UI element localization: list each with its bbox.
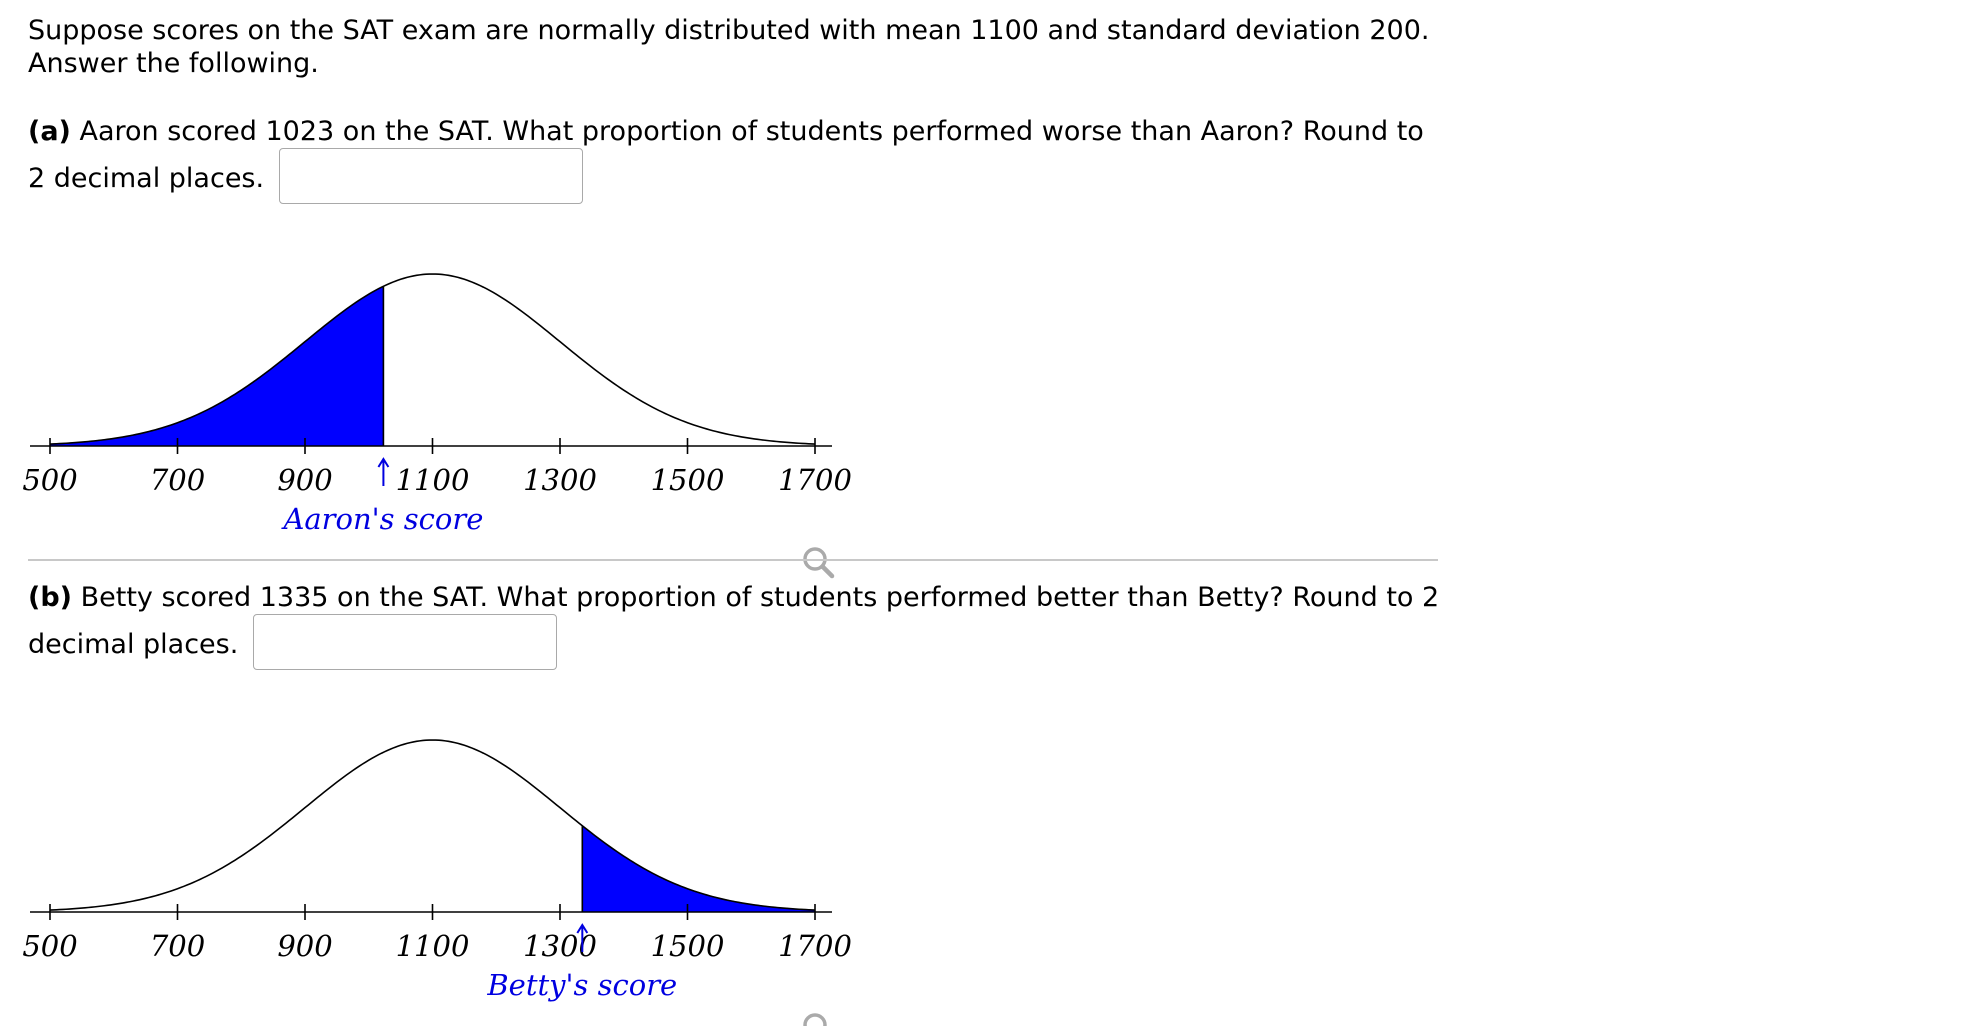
x-tick-label: 500 (22, 463, 77, 497)
x-tick-label: 1300 (523, 929, 597, 963)
question-a-text: Aaron scored 1023 on the SAT. What propo… (28, 116, 1424, 194)
arrow-up-icon (576, 923, 589, 952)
normal-curve (49, 273, 816, 445)
section-divider (28, 559, 1438, 561)
magnifier-icon[interactable] (803, 1013, 832, 1026)
problem-intro: Suppose scores on the SAT exam are norma… (28, 14, 1448, 80)
x-tick-label: 1300 (523, 463, 597, 497)
x-tick-label: 1500 (651, 463, 725, 497)
score-marker: Betty's score (486, 923, 677, 1002)
x-tick-label: 1700 (778, 929, 852, 963)
x-tick-label: 900 (277, 929, 332, 963)
score-label: Betty's score (486, 968, 677, 1002)
x-tick-label: 900 (277, 463, 332, 497)
intro-line-2: Answer the following. (28, 48, 319, 79)
question-a: (a) Aaron scored 1023 on the SAT. What p… (28, 108, 1448, 204)
question-b-label: (b) (28, 582, 73, 613)
x-axis-ticks: 500 700 900 1100 1300 1500 1700 (22, 438, 852, 497)
normal-curve (49, 739, 816, 911)
question-a-label: (a) (28, 116, 71, 147)
x-tick-label: 500 (22, 929, 77, 963)
x-axis-ticks: 500 700 900 1100 1300 1500 1700 (22, 904, 852, 963)
answer-a-input[interactable] (278, 147, 583, 204)
question-b-text: Betty scored 1335 on the SAT. What propo… (28, 582, 1440, 660)
intro-line-1: Suppose scores on the SAT exam are norma… (28, 15, 1430, 46)
score-marker: Aaron's score (280, 457, 483, 536)
x-tick-label: 1100 (396, 929, 470, 963)
x-tick-label: 1100 (396, 463, 470, 497)
shaded-area-below-score (49, 285, 384, 447)
question-b: (b) Betty scored 1335 on the SAT. What p… (28, 574, 1448, 670)
x-tick-label: 700 (150, 463, 205, 497)
x-tick-label: 1700 (778, 463, 852, 497)
magnifier-icon[interactable] (803, 547, 835, 579)
x-tick-label: 1500 (651, 929, 725, 963)
x-tick-label: 700 (150, 929, 205, 963)
arrow-up-icon (377, 457, 390, 486)
answer-b-input[interactable] (252, 613, 557, 670)
graph-b: 500 700 900 1100 1300 1500 1700 Betty's score (22, 739, 852, 1026)
shaded-area-above-score (581, 824, 816, 913)
score-label: Aaron's score (280, 502, 483, 536)
graph-a: 500 700 900 1100 1300 1500 1700 Aaron's score (22, 273, 852, 579)
